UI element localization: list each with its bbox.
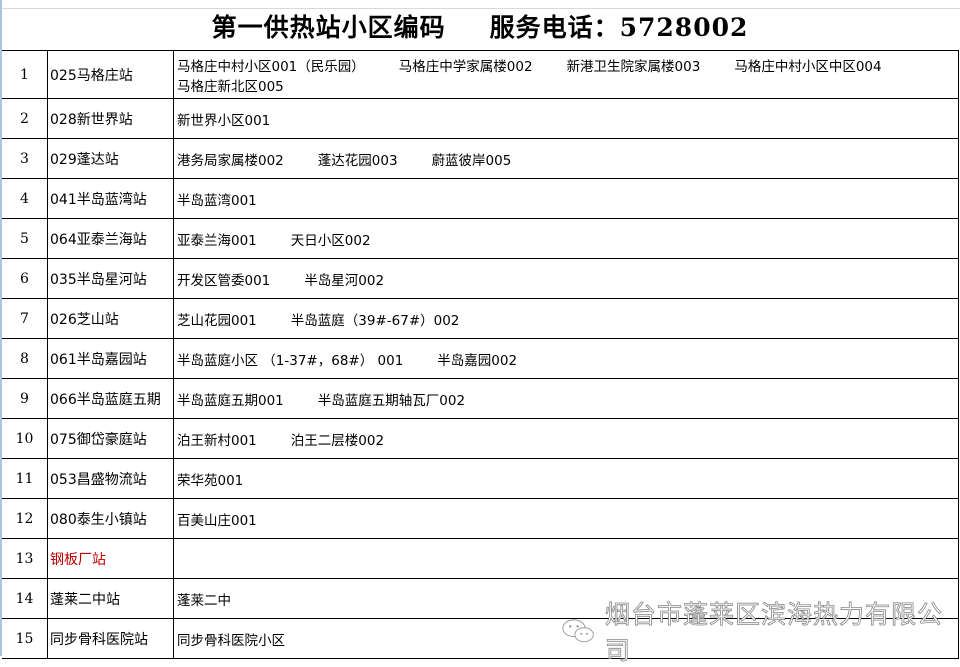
station-name: 080泰生小镇站 <box>48 499 174 538</box>
area-item: 马格庄中村小区001（民乐园） <box>177 58 365 75</box>
table-row: 5 064亚泰兰海站 亚泰兰海001 天日小区002 <box>2 219 958 259</box>
row-number: 3 <box>2 139 48 178</box>
station-name: 041半岛蓝湾站 <box>48 179 174 218</box>
area-item: 半岛星河002 <box>304 272 385 289</box>
area-codes: 半岛蓝庭五期001 半岛蓝庭五期轴瓦厂002 <box>174 379 958 418</box>
area-item: 蔚蓝彼岸005 <box>431 152 512 169</box>
sheet-gridline <box>0 0 960 9</box>
table-row: 9 066半岛蓝庭五期 半岛蓝庭五期001 半岛蓝庭五期轴瓦厂002 <box>2 379 958 419</box>
area-codes: 港务局家属楼002 蓬达花园003 蔚蓝彼岸005 <box>174 139 958 178</box>
station-table: 1 025马格庄站 马格庄中村小区001（民乐园） 马格庄中学家属楼002 新港卫生院家… <box>2 50 959 659</box>
station-name: 075御岱豪庭站 <box>48 419 174 458</box>
table-row: 7 026芝山站 芝山花园001 半岛蓝庭（39#-67#）002 <box>2 299 958 339</box>
area-item: 天日小区002 <box>290 232 371 249</box>
phone-text: 服务电话：5728002 <box>489 13 749 42</box>
table-row: 2 028新世界站 新世界小区001 <box>2 99 958 139</box>
station-name: 028新世界站 <box>48 99 174 138</box>
sheet-edge <box>0 0 2 656</box>
area-codes: 蓬莱二中 <box>174 579 958 618</box>
row-number: 14 <box>2 579 48 618</box>
station-name: 053昌盛物流站 <box>48 459 174 498</box>
area-codes: 开发区管委001 半岛星河002 <box>174 259 958 298</box>
area-item: 新港卫生院家属楼003 <box>566 58 701 75</box>
table-row: 3 029蓬达站 港务局家属楼002 蓬达花园003 蔚蓝彼岸005 <box>2 139 958 179</box>
area-codes: 泊王新村001 泊王二层楼002 <box>174 419 958 458</box>
table-row: 11 053昌盛物流站 荣华苑001 <box>2 459 958 499</box>
page-title: 第一供热站小区编码 服务电话：5728002 <box>0 8 960 50</box>
area-codes <box>174 539 958 578</box>
station-name: 035半岛星河站 <box>48 259 174 298</box>
area-item: 蓬莱二中 <box>177 592 231 609</box>
area-item: 开发区管委001 <box>177 272 271 289</box>
area-codes: 马格庄中村小区001（民乐园） 马格庄中学家属楼002 新港卫生院家属楼003 马格庄… <box>174 51 958 98</box>
area-item: 蓬达花园003 <box>317 152 398 169</box>
area-codes: 芝山花园001 半岛蓝庭（39#-67#）002 <box>174 299 958 338</box>
watermark-text: 烟台市蓬莱区滨海热力有限公司 <box>605 600 944 666</box>
area-codes: 同步骨科医院小区 <box>174 619 958 658</box>
table-row: 6 035半岛星河站 开发区管委001 半岛星河002 <box>2 259 958 299</box>
area-item: 半岛嘉园002 <box>437 352 518 369</box>
area-item: 半岛蓝庭五期轴瓦厂002 <box>317 392 466 409</box>
row-number: 5 <box>2 219 48 258</box>
area-codes: 新世界小区001 <box>174 99 958 138</box>
wechat-icon <box>562 619 594 643</box>
row-number: 2 <box>2 99 48 138</box>
station-name: 061半岛嘉园站 <box>48 339 174 378</box>
row-number: 1 <box>2 51 48 98</box>
area-item: 港务局家属楼002 <box>177 152 284 169</box>
row-number: 6 <box>2 259 48 298</box>
table-row: 13 钢板厂站 <box>2 539 958 579</box>
area-item: 半岛蓝庭小区 （1-37#，68#） 001 <box>177 352 404 369</box>
station-name: 钢板厂站 <box>48 539 174 578</box>
station-name: 064亚泰兰海站 <box>48 219 174 258</box>
title-text: 第一供热站小区编码 <box>211 13 446 42</box>
row-number: 12 <box>2 499 48 538</box>
area-codes: 半岛蓝湾001 <box>174 179 958 218</box>
area-item: 芝山花园001 <box>177 312 257 329</box>
area-item: 半岛蓝庭（39#-67#）002 <box>290 312 460 329</box>
table-row: 14 蓬莱二中站 蓬莱二中 <box>2 579 958 619</box>
area-item: 泊王新村001 <box>177 432 257 449</box>
watermark: 烟台市蓬莱区滨海热力有限公司 <box>560 595 960 667</box>
station-name: 066半岛蓝庭五期 <box>48 379 174 418</box>
row-number: 9 <box>2 379 48 418</box>
area-item: 马格庄中村小区中区004 <box>734 58 882 75</box>
table-row: 8 061半岛嘉园站 半岛蓝庭小区 （1-37#，68#） 001 半岛嘉园002 <box>2 339 958 379</box>
station-name: 025马格庄站 <box>48 51 174 98</box>
area-item: 半岛蓝湾001 <box>177 192 257 209</box>
area-item: 亚泰兰海001 <box>177 232 257 249</box>
row-number: 8 <box>2 339 48 378</box>
area-codes: 百美山庄001 <box>174 499 958 538</box>
row-number: 13 <box>2 539 48 578</box>
area-item: 马格庄新北区005 <box>177 78 284 95</box>
station-name: 同步骨科医院站 <box>48 619 174 658</box>
table-row: 12 080泰生小镇站 百美山庄001 <box>2 499 958 539</box>
row-number: 7 <box>2 299 48 338</box>
area-item: 荣华苑001 <box>177 472 244 489</box>
row-number: 4 <box>2 179 48 218</box>
row-number: 11 <box>2 459 48 498</box>
area-codes: 荣华苑001 <box>174 459 958 498</box>
row-number: 10 <box>2 419 48 458</box>
area-item: 同步骨科医院小区 <box>177 632 285 649</box>
table-row: 10 075御岱豪庭站 泊王新村001 泊王二层楼002 <box>2 419 958 459</box>
table-row: 1 025马格庄站 马格庄中村小区001（民乐园） 马格庄中学家属楼002 新港卫生院家… <box>2 51 958 99</box>
table-row: 4 041半岛蓝湾站 半岛蓝湾001 <box>2 179 958 219</box>
row-number: 15 <box>2 619 48 658</box>
area-codes: 半岛蓝庭小区 （1-37#，68#） 001 半岛嘉园002 <box>174 339 958 378</box>
area-codes: 亚泰兰海001 天日小区002 <box>174 219 958 258</box>
area-item: 马格庄中学家属楼002 <box>398 58 533 75</box>
area-item: 新世界小区001 <box>177 112 271 129</box>
station-name: 026芝山站 <box>48 299 174 338</box>
area-item: 百美山庄001 <box>177 512 257 529</box>
station-name: 029蓬达站 <box>48 139 174 178</box>
area-item: 泊王二层楼002 <box>290 432 385 449</box>
area-item: 半岛蓝庭五期001 <box>177 392 284 409</box>
station-name: 蓬莱二中站 <box>48 579 174 618</box>
